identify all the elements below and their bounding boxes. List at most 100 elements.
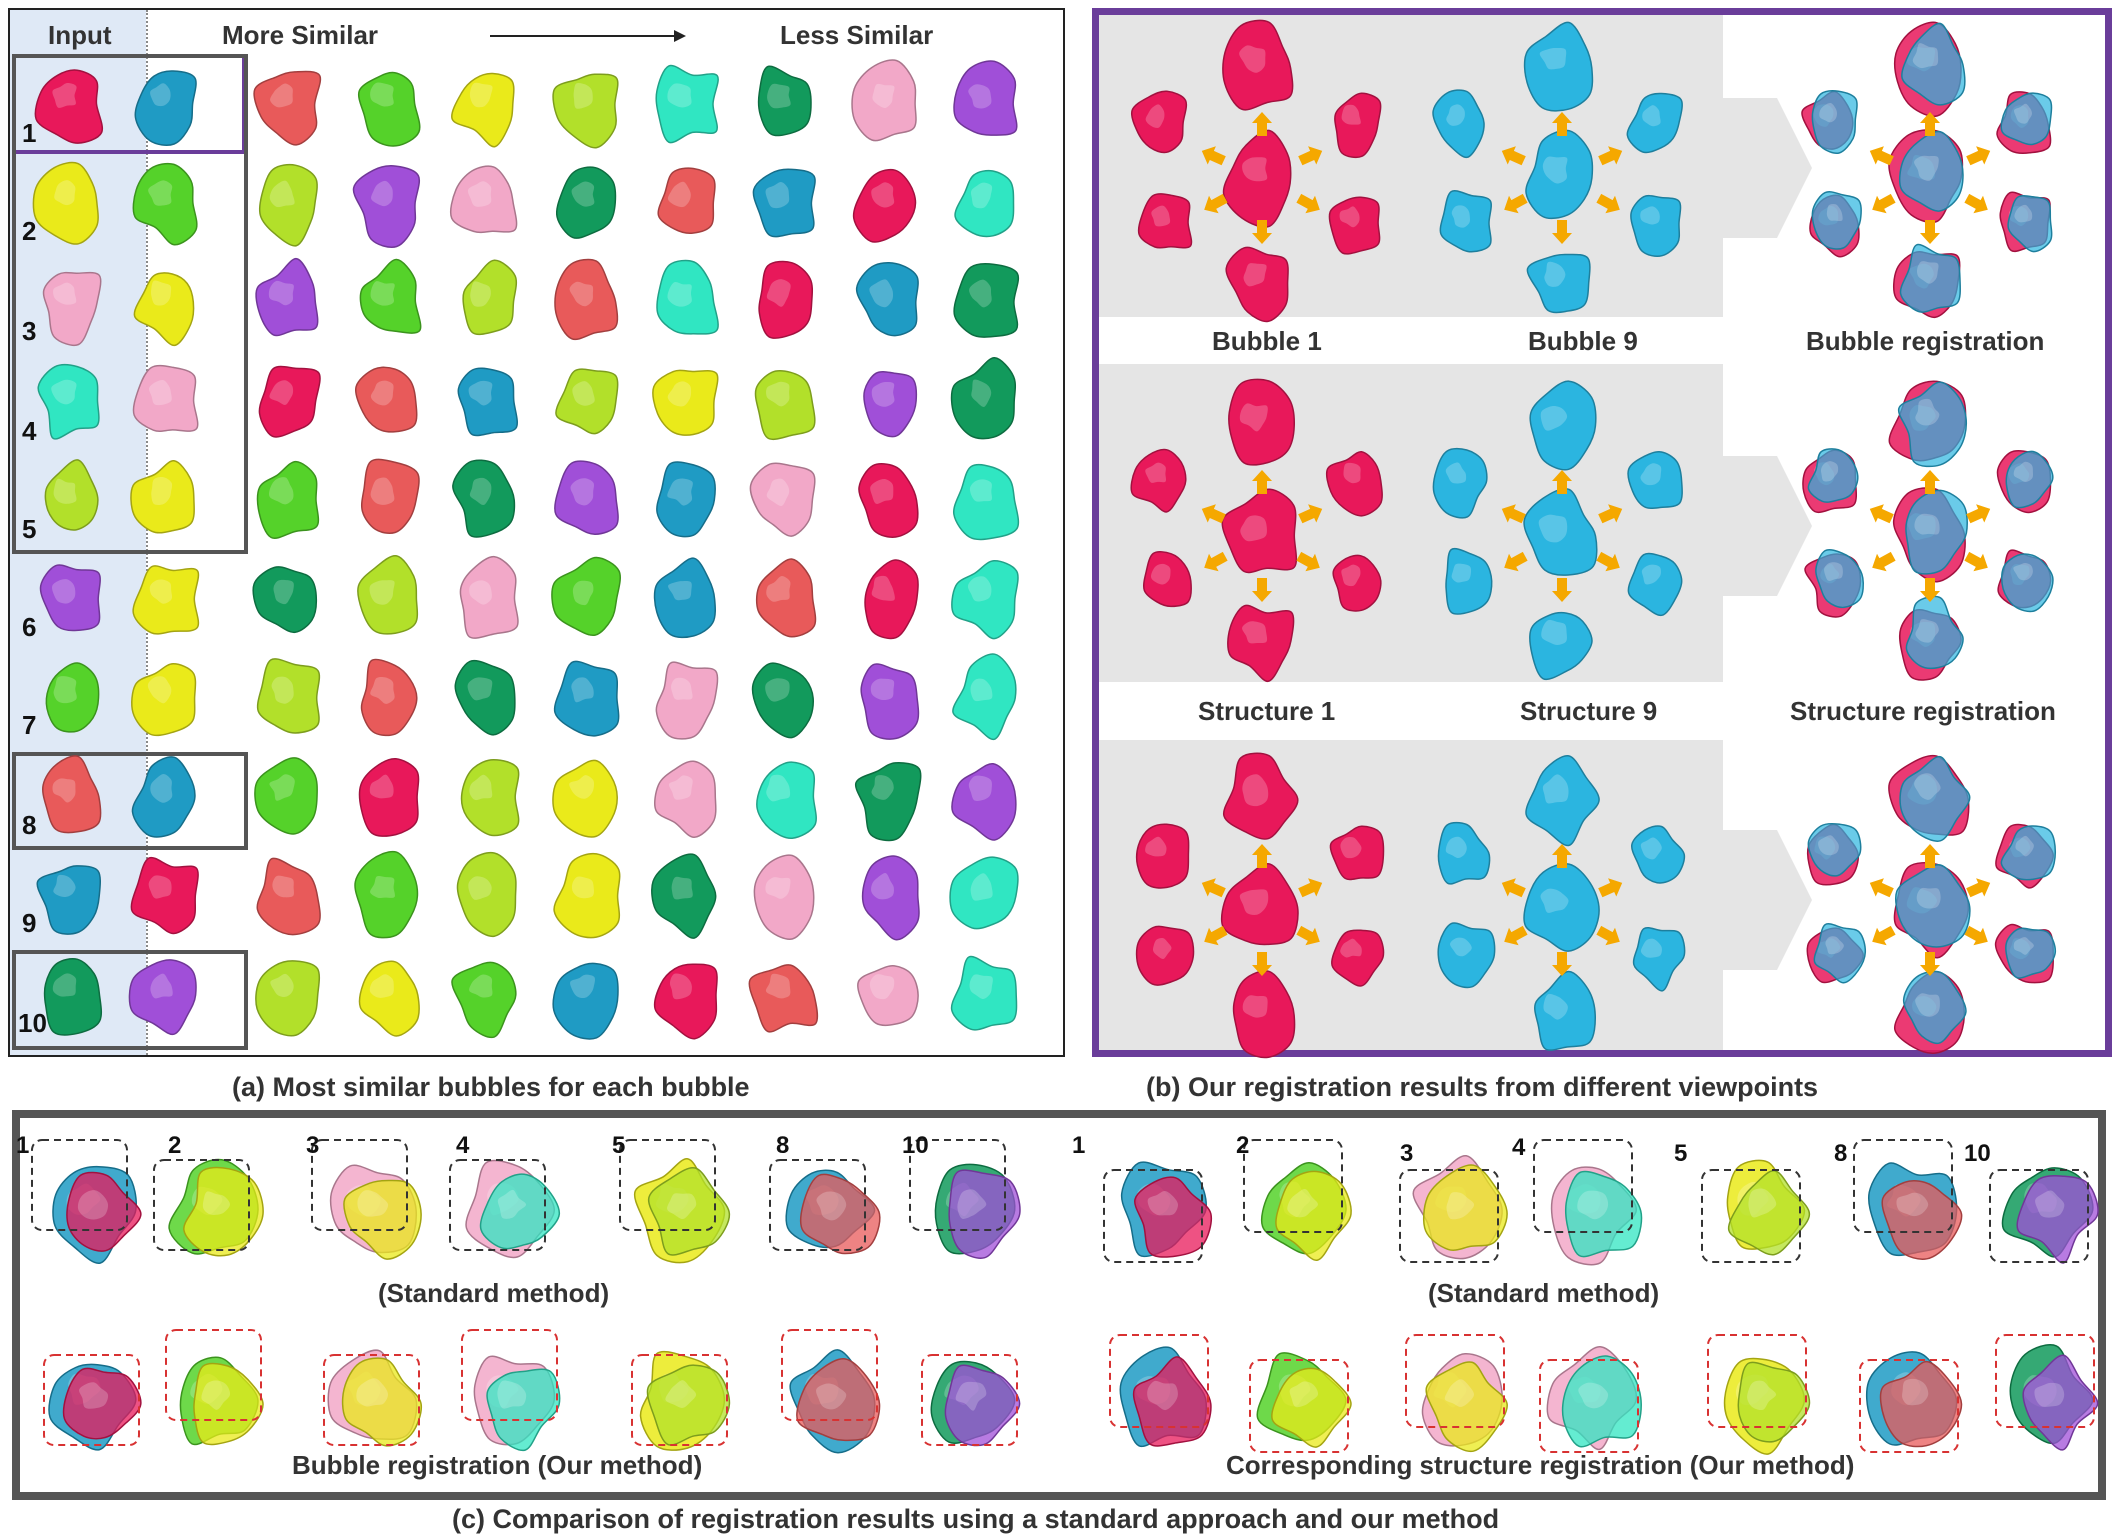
compare-right-number-2: 2: [1236, 1132, 1250, 1159]
structure-9-view-arrow-6: [1552, 578, 1572, 602]
structure-registration-view-part-1-b: [1897, 381, 1968, 468]
ours-left-box-3: [323, 1354, 420, 1446]
bubble-r7-c4: [360, 658, 418, 737]
compare-right-number-10: 10: [1964, 1140, 1991, 1167]
structure-9-view-part-3: [1627, 451, 1683, 509]
ours-left-1-bubble-b: [62, 1367, 142, 1440]
structure-registration-alt-view-arrow-5: [1964, 925, 1988, 946]
structure-1-view-part-6: [1227, 604, 1295, 683]
structure-9-alt-view-arrow-6: [1552, 952, 1572, 976]
bubble-9-view-part-3: [1626, 92, 1683, 154]
bubble-r4-c9: [863, 370, 918, 438]
ours-right-7-bubble-b: [2022, 1354, 2099, 1451]
ours-right-6-bubble-b: [1879, 1360, 1963, 1448]
structure-registration-view-arrow-1: [1920, 470, 1940, 494]
bubble-r9-c5: [456, 851, 517, 938]
structure-1-view-arrow-5: [1296, 551, 1320, 572]
compare-left-number-2: 2: [168, 1132, 182, 1159]
panel-b-frame: [1092, 8, 2112, 1057]
structure-9-alt-view-arrow-3: [1598, 878, 1623, 898]
standard-left-box-1: [31, 1139, 128, 1231]
bubble-registration-view-part-7-b: [1898, 130, 1964, 212]
bubble-r4-c8: [754, 370, 816, 441]
structure-registration-alt-view-arrow-2: [1869, 878, 1894, 898]
bubble-1-view-part-5: [1328, 196, 1381, 255]
ours-right-box-7: [1995, 1334, 2095, 1428]
structure-1-alt-view-arrow-3: [1298, 878, 1323, 898]
panel-b-caption: (b) Our registration results from differ…: [1146, 1072, 1819, 1102]
standard-left-box-2: [153, 1159, 250, 1251]
bubble-r8-c7: [654, 760, 717, 839]
row-number-2: 2: [22, 216, 37, 246]
standard-left-3-bubble-b: [343, 1179, 422, 1260]
bubble-r2-c6: [555, 166, 617, 239]
structure-9-view-arrow-2: [1501, 504, 1526, 524]
row-number-7: 7: [22, 710, 37, 740]
standard-left-box-4: [449, 1159, 546, 1251]
structure-registration-alt-view-arrow-3: [1966, 878, 1991, 898]
ours-left-4-bubble-b: [486, 1368, 561, 1452]
bubble-9-view-arrow-2: [1501, 146, 1526, 166]
bubble-r3-c2: [133, 272, 195, 347]
bubble-r10-c2: [128, 959, 197, 1036]
structure-9-alt-view-arrow-1: [1552, 844, 1572, 868]
bubble-r7-c2: [131, 663, 197, 737]
structure-1-view-arrow-2: [1201, 504, 1226, 524]
row-number-8: 8: [22, 810, 37, 840]
ours-right-4-bubble-b: [1561, 1355, 1642, 1448]
structure-1-alt-view-part-1: [1222, 752, 1299, 840]
structure-1-alt-view-arrow-5: [1296, 925, 1320, 946]
ours-left-7-bubble-b: [944, 1364, 1021, 1447]
ours-right-5-bubble-b: [1737, 1361, 1811, 1443]
bubble-r2-c8: [752, 168, 816, 238]
bubble-r2-c1: [32, 161, 99, 245]
label-standard-method-right: (Standard method): [1428, 1278, 1660, 1308]
row-10-group-box: [12, 950, 248, 1050]
bubble-registration-view-arrow-4: [1872, 193, 1896, 214]
ours-left-box-4: [461, 1329, 558, 1421]
bubble-9-view-part-7: [1525, 129, 1594, 220]
ours-right-3-bubble-b: [1425, 1361, 1508, 1453]
label-bubble-registration-ours: Bubble registration (Our method): [292, 1450, 703, 1480]
structure-1-view-part-4: [1142, 551, 1192, 608]
bubble-r9-c7: [651, 853, 717, 939]
row-number-6: 6: [22, 612, 37, 642]
structure-1-alt-view-arrow-6: [1252, 952, 1272, 976]
structure-9-view-part-5: [1627, 552, 1683, 617]
bubble-r2-c3: [258, 163, 318, 247]
standard-right-4-bubble-b: [1564, 1170, 1643, 1258]
bubble-r7-c10: [952, 653, 1017, 741]
label-bubble-registration: Bubble registration: [1806, 326, 2045, 356]
ours-right-box-3: [1405, 1334, 1505, 1428]
bubble-r9-c8: [753, 854, 815, 940]
ours-left-box-6: [781, 1329, 878, 1421]
structure-9-view-arrow-3: [1598, 504, 1623, 524]
bubble-1-view-arrow-3: [1298, 146, 1323, 166]
bubble-r7-c1: [45, 662, 100, 733]
bubble-1-view-arrow-6: [1252, 220, 1272, 244]
ours-left-2-bubble-b: [193, 1362, 264, 1446]
structure-9-alt-view-part-1: [1525, 755, 1600, 847]
structure-9-alt-view-arrow-4: [1504, 925, 1528, 946]
label-structure-registration: Structure registration: [1790, 696, 2056, 726]
bubble-registration-view-arrow-6: [1920, 220, 1940, 244]
bubble-r5-c6: [554, 460, 619, 536]
label-structure-1: Structure 1: [1198, 696, 1336, 726]
bubble-9-view-arrow-5: [1596, 193, 1620, 214]
bubble-9-view-part-2: [1432, 89, 1485, 159]
bubble-1-view-part-4: [1137, 193, 1193, 249]
bubble-r5-c2: [130, 460, 195, 534]
compare-right-number-1: 1: [1072, 1132, 1086, 1159]
bubble-r5-c8: [749, 462, 816, 537]
chevron-arrow-2: [1722, 456, 1812, 596]
standard-right-box-5: [1701, 1169, 1801, 1263]
structure-9-view-part-6: [1529, 611, 1593, 681]
bubble-1-view-part-1: [1222, 19, 1294, 111]
header-more-similar: More Similar: [222, 20, 379, 50]
structure-9-view-part-4: [1445, 547, 1493, 615]
standard-left-box-5: [619, 1139, 716, 1231]
bubble-r1-c8: [757, 65, 812, 137]
bubble-9-view-part-5: [1630, 194, 1682, 257]
bubble-9-view-arrow-6: [1552, 220, 1572, 244]
structure-1-view-arrow-1: [1252, 470, 1272, 494]
